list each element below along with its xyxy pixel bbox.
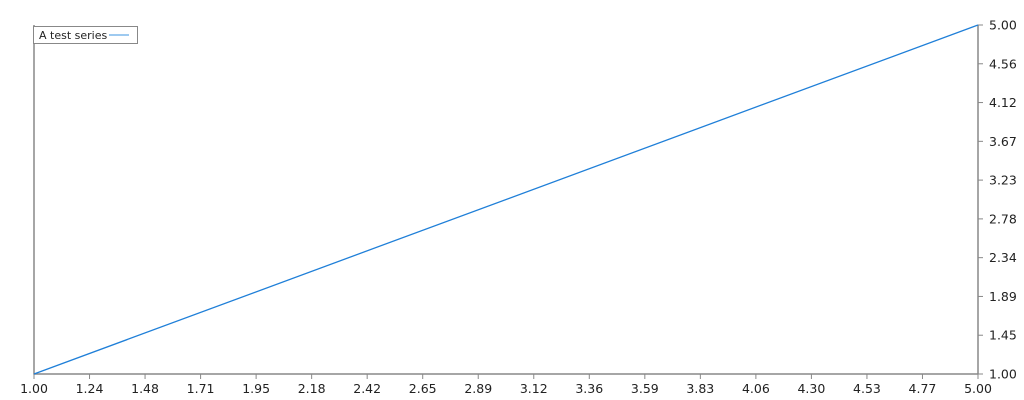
axes — [33, 25, 979, 375]
y-tick-label: 1.45 — [989, 328, 1017, 343]
x-axis-ticks: 1.00 1.24 1.48 1.71 1.95 2.18 2.42 2.65 2.89 3.12… — [20, 374, 992, 396]
x-tick-label: 2.42 — [353, 381, 381, 396]
x-tick-label: 1.48 — [131, 381, 159, 396]
y-axis-ticks: 1.00 1.45 1.89 2.34 2.78 3.23 3.67 4.12 4.56 5.00 — [978, 18, 1017, 382]
y-tick-label: 4.12 — [989, 95, 1017, 110]
x-tick-label: 4.53 — [853, 381, 881, 396]
x-tick-label: 4.06 — [742, 381, 770, 396]
x-tick-label: 3.83 — [686, 381, 714, 396]
x-tick-label: 1.95 — [242, 381, 270, 396]
x-tick-label: 3.36 — [575, 381, 603, 396]
x-tick-label: 4.30 — [797, 381, 825, 396]
x-tick-label: 5.00 — [964, 381, 992, 396]
series-group — [33, 24, 979, 375]
legend-label: A test series — [39, 29, 107, 42]
y-tick-label: 5.00 — [989, 18, 1017, 33]
legend-box — [33, 26, 138, 44]
x-tick-label: 1.24 — [76, 381, 104, 396]
y-tick-label: 2.34 — [989, 250, 1017, 265]
x-tick-label: 1.00 — [20, 381, 48, 396]
x-tick-label: 1.71 — [187, 381, 215, 396]
x-tick-label: 2.89 — [464, 381, 492, 396]
series-line — [33, 24, 979, 375]
legend: A test series — [33, 26, 138, 44]
y-tick-label: 1.89 — [989, 289, 1017, 304]
x-tick-label: 3.12 — [520, 381, 548, 396]
y-tick-label: 1.00 — [989, 367, 1017, 382]
y-tick-label: 2.78 — [989, 211, 1017, 226]
y-tick-label: 3.23 — [989, 173, 1017, 188]
x-tick-label: 3.59 — [631, 381, 659, 396]
x-tick-label: 2.18 — [298, 381, 326, 396]
y-tick-label: 4.56 — [989, 56, 1017, 71]
x-tick-label: 4.77 — [909, 381, 937, 396]
x-tick-label: 2.65 — [409, 381, 437, 396]
y-tick-label: 3.67 — [989, 134, 1017, 149]
